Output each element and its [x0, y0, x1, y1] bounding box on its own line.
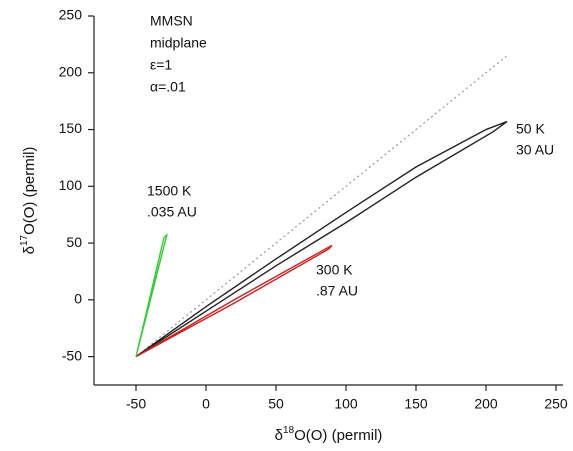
y-axis-label: δ17O(O) (permil): [19, 147, 38, 255]
note: midplane: [150, 35, 207, 51]
series-label: 300 K: [316, 262, 353, 278]
y-axis-label-main: O(O) (permil): [21, 147, 38, 235]
y-tick-label: 250: [59, 7, 83, 23]
series-line: [135, 120, 508, 358]
series-line: [135, 244, 333, 358]
series-label: 50 K: [516, 121, 545, 137]
x-axis-label: δ18O(O) (permil): [275, 425, 383, 444]
y-axis-label-sup: 17: [19, 234, 30, 246]
x-axis-label-sup: 18: [283, 425, 295, 436]
x-tick-label: 200: [474, 396, 498, 412]
note: α=.01: [150, 79, 186, 95]
y-tick-label: 50: [66, 234, 82, 250]
x-axis-label-main: O(O) (permil): [294, 427, 382, 444]
x-tick-label: 150: [404, 396, 428, 412]
series-label: .87 AU: [316, 283, 358, 299]
y-tick-label: 0: [74, 291, 82, 307]
x-tick-label: 250: [544, 396, 568, 412]
x-tick-label: 100: [334, 396, 358, 412]
y-tick-label: 200: [59, 63, 83, 79]
note: MMSN: [150, 13, 193, 29]
series-line: [135, 233, 168, 357]
x-axis-label-prefix: δ: [275, 427, 283, 444]
series-label: 30 AU: [516, 142, 554, 158]
y-tick-label: 100: [59, 177, 83, 193]
y-axis-label-prefix: δ: [21, 246, 38, 254]
x-tick-label: -50: [126, 396, 146, 412]
y-tick-label: 150: [59, 120, 83, 136]
series-label: .035 AU: [147, 204, 197, 220]
x-tick-label: 50: [268, 396, 284, 412]
y-tick-label: -50: [62, 347, 82, 363]
series-label: 1500 K: [147, 183, 192, 199]
x-tick-label: 0: [202, 396, 210, 412]
note: ε=1: [150, 57, 172, 73]
